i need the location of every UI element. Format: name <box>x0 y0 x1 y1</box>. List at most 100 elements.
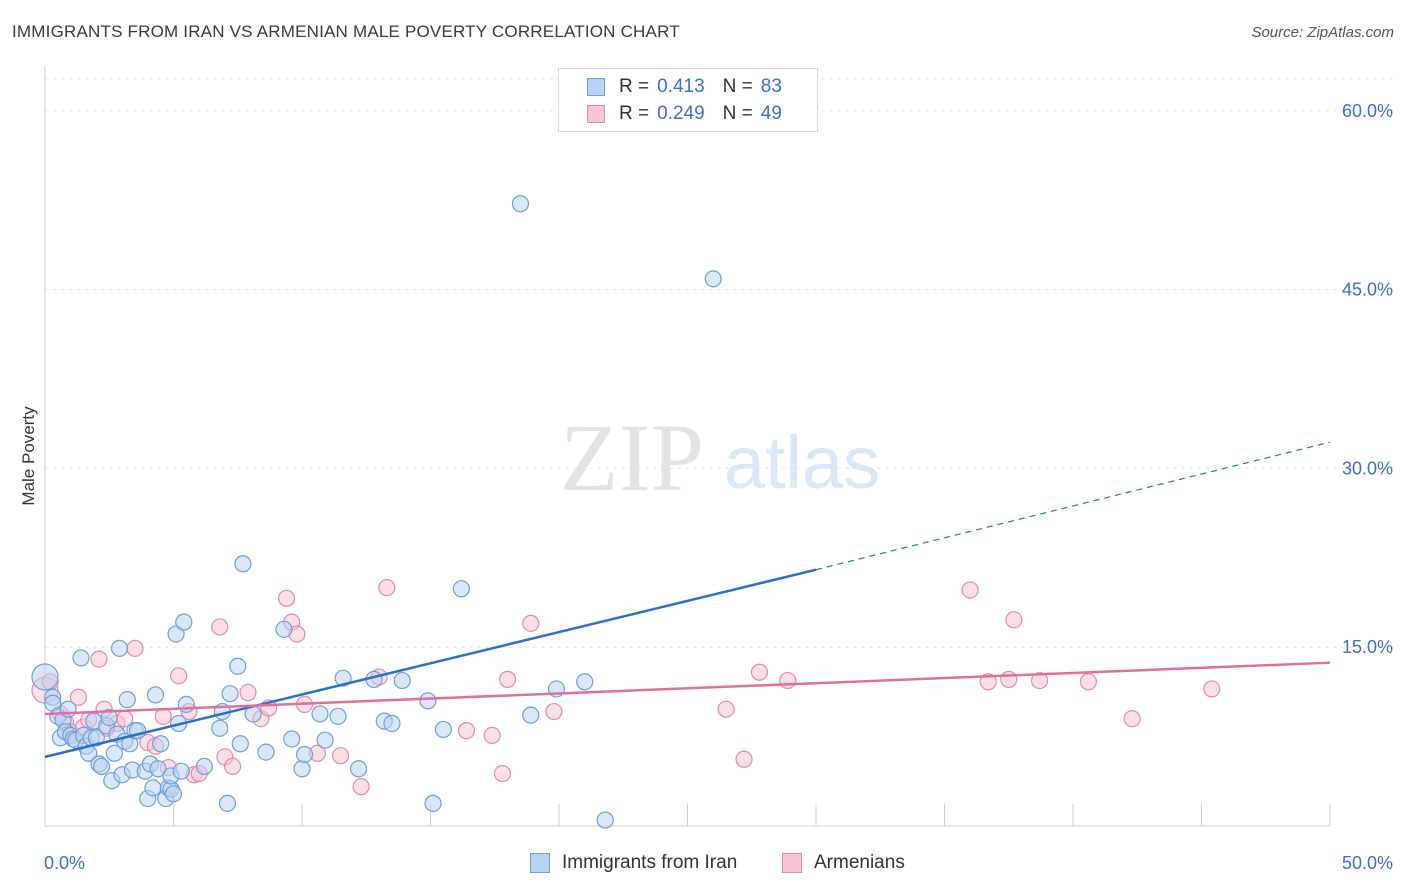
armenians-point <box>352 778 370 796</box>
iran-point <box>419 692 437 710</box>
legend-n-label: N = <box>722 76 753 97</box>
armenians-point <box>331 747 350 765</box>
legend-swatch-armenians <box>587 105 605 123</box>
armenians-point <box>522 614 540 632</box>
iran-point <box>175 613 193 631</box>
armenians-point <box>545 702 563 721</box>
bottom-legend-iran[interactable]: Immigrants from Iran <box>530 852 737 874</box>
iran-point <box>72 649 90 667</box>
chart-title: IMMIGRANTS FROM IRAN VS ARMENIAN MALE PO… <box>12 22 680 41</box>
armenians-point <box>493 764 512 783</box>
armenians-point <box>211 618 229 636</box>
iran-point <box>393 671 411 690</box>
iran-point <box>511 195 530 213</box>
y-tick-label: 60.0% <box>1342 101 1393 121</box>
armenians-point <box>499 670 517 688</box>
armenians-point <box>1030 671 1049 690</box>
iran-points <box>31 195 722 829</box>
iran-point <box>195 757 213 775</box>
tick-labels: 15.0% 30.0% 45.0% 60.0% 0.0% 50.0% <box>44 101 1393 873</box>
armenians-point <box>69 688 88 706</box>
iran-point <box>231 735 249 753</box>
armenians-point <box>961 581 979 599</box>
y-axis-label: Male Poverty <box>19 406 38 506</box>
armenians-point <box>378 578 396 597</box>
iran-point <box>218 794 237 812</box>
iran-point <box>316 731 334 749</box>
iran-point <box>295 745 314 764</box>
iran-point <box>177 695 195 714</box>
legend-row-iran: R = 0.413 N = 83 <box>587 74 782 100</box>
iran-point <box>152 735 170 753</box>
legend-n-value-armenians: 49 <box>760 103 782 124</box>
iran-point <box>144 779 162 797</box>
iran-point <box>283 730 301 748</box>
iran-point <box>311 705 329 723</box>
legend-row-armenians: R = 0.249 N = 49 <box>587 101 782 127</box>
bottom-legend-swatch-iran <box>530 853 550 873</box>
iran-point <box>383 714 401 733</box>
iran-point <box>100 708 118 727</box>
iran-point <box>576 673 594 691</box>
watermark: ZIP atlas <box>560 404 880 511</box>
y-tick-label: 15.0% <box>1342 637 1393 657</box>
y-tick-label: 45.0% <box>1342 280 1393 300</box>
iran-point <box>434 720 452 739</box>
legend-r-label: R = <box>619 76 650 97</box>
correlation-legend: R = 0.413 N = 83 R = 0.249 N = 49 <box>558 68 818 132</box>
iran-point <box>424 794 442 812</box>
legend-n-label: N = <box>722 103 753 124</box>
iran-point <box>149 760 167 778</box>
iran-point <box>349 760 368 778</box>
armenians-point <box>979 673 997 691</box>
armenians-point <box>1123 710 1141 728</box>
y-tick-label: 30.0% <box>1342 458 1393 478</box>
legend-swatch-iran <box>587 78 605 96</box>
armenians-point <box>457 722 476 740</box>
iran-point <box>211 719 229 737</box>
bottom-legend-armenians[interactable]: Armenians <box>782 852 905 874</box>
armenians-point <box>750 663 769 681</box>
legend-r-label: R = <box>619 103 650 124</box>
watermark-atlas: atlas <box>724 421 880 504</box>
source-label: Source: ZipAtlas.com <box>1251 24 1394 41</box>
bottom-legend-label-iran: Immigrants from Iran <box>562 852 738 873</box>
watermark-zip: ZIP <box>560 404 704 511</box>
iran-point <box>92 757 111 775</box>
x-tick-label: 50.0% <box>1342 853 1393 873</box>
iran-trend-extension <box>815 441 1331 571</box>
legend-r-value-armenians: 0.249 <box>657 103 705 124</box>
armenians-point <box>90 650 108 668</box>
iran-point <box>334 669 352 687</box>
armenians-point <box>239 683 257 702</box>
iran-point <box>596 811 614 829</box>
iran-point <box>293 760 311 778</box>
armenians-point <box>170 667 188 685</box>
armenians-point <box>154 707 172 725</box>
iran-trend-line <box>44 568 817 759</box>
iran-point <box>31 663 59 691</box>
iran-point <box>110 639 129 657</box>
iran-point <box>452 580 470 598</box>
armenians-point <box>277 589 296 607</box>
iran-point <box>329 707 347 725</box>
iran-point <box>146 686 165 704</box>
armenians-point <box>126 639 144 657</box>
iran-point <box>257 743 275 761</box>
iran-point <box>221 685 239 703</box>
iran-point <box>59 700 77 718</box>
armenians-point <box>483 726 501 745</box>
armenians-point <box>735 750 753 768</box>
iran-point <box>118 691 136 709</box>
armenians-point <box>1000 670 1018 688</box>
armenians-point <box>779 671 797 690</box>
trend-lines <box>44 441 1331 759</box>
armenians-trend-line <box>44 661 1331 716</box>
iran-point <box>172 762 190 780</box>
x-tick-label: 0.0% <box>44 853 85 873</box>
armenians-point <box>224 757 242 775</box>
armenians-point <box>717 700 735 718</box>
iran-point <box>522 706 540 724</box>
iran-point <box>275 620 293 638</box>
